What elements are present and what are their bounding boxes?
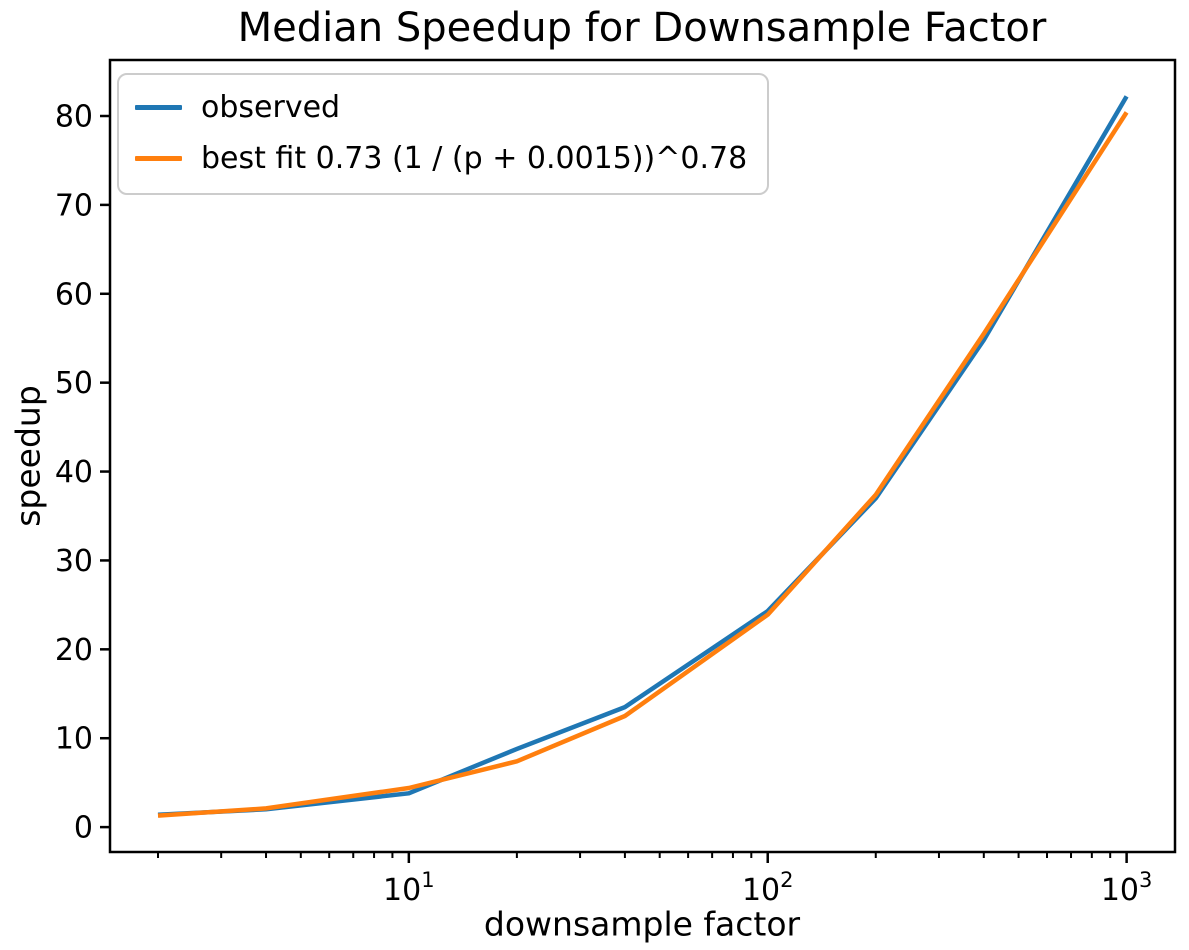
legend-item-observed: observed [135, 85, 747, 130]
y-axis-ticks [100, 114, 110, 829]
svg-text:40: 40 [55, 455, 93, 490]
legend-line-swatch-observed [135, 105, 182, 110]
y-axis-tick-labels: 0 10 20 30 40 50 60 70 80 [55, 100, 93, 846]
svg-text:50: 50 [55, 366, 93, 401]
series-line-0 [157, 95, 1129, 817]
svg-text:30: 30 [55, 544, 93, 579]
x-axis-label: downsample factor [483, 904, 801, 944]
svg-text:20: 20 [55, 633, 93, 668]
legend-box: observed best fit 0.73 (1 / (p + 0.0015)… [117, 73, 770, 195]
svg-text:0: 0 [74, 811, 93, 846]
svg-text:70: 70 [55, 188, 93, 223]
svg-text:80: 80 [55, 100, 93, 135]
y-axis-label: speedup [8, 385, 48, 527]
x-axis-tick-labels: 101 102 103 [383, 868, 1152, 908]
svg-text:10: 10 [55, 722, 93, 757]
series-line-1 [157, 111, 1129, 818]
axes-spines [108, 58, 1177, 854]
svg-text:103: 103 [1101, 868, 1153, 908]
legend-item-best-fit: best fit 0.73 (1 / (p + 0.0015))^0.78 [135, 136, 747, 181]
svg-text:101: 101 [383, 868, 435, 908]
svg-text:60: 60 [55, 277, 93, 312]
legend-line-swatch-best-fit [135, 156, 182, 161]
x-axis-minor-ticks [156, 852, 1112, 858]
chart-title: Median Speedup for Downsample Factor [237, 5, 1047, 51]
svg-text:102: 102 [742, 868, 794, 908]
legend-label-best-fit: best fit 0.73 (1 / (p + 0.0015))^0.78 [201, 140, 748, 176]
x-axis-ticks [407, 852, 1128, 863]
legend-label-observed: observed [201, 89, 341, 125]
